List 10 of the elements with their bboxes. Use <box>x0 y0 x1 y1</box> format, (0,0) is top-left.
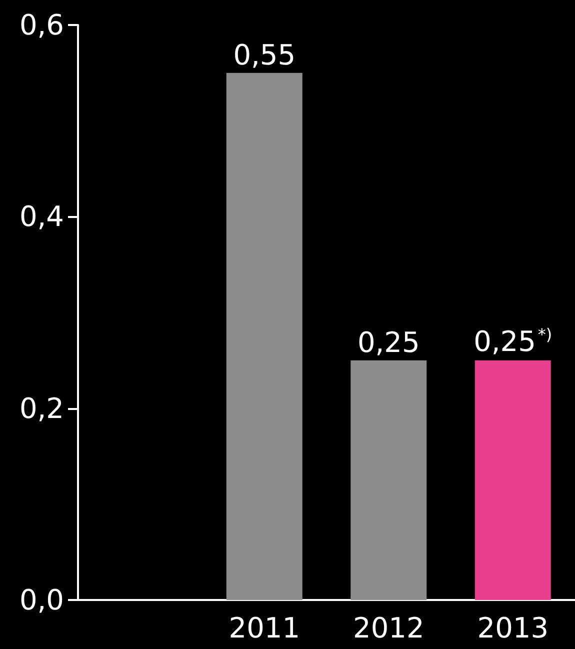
y-tick-label: 0,4 <box>19 200 64 234</box>
y-tick-label: 0,6 <box>19 8 64 42</box>
data-label: 0,55 <box>233 38 296 72</box>
y-tick-label: 0,2 <box>19 392 64 425</box>
x-tick-label: 2013 <box>477 612 549 644</box>
x-tick-label: 2011 <box>228 612 300 644</box>
data-label: 0,25 <box>357 326 420 359</box>
x-tick-label: 2012 <box>352 612 424 644</box>
y-tick-label: 0,0 <box>19 584 64 616</box>
data-label: 0,25*) <box>474 324 552 358</box>
